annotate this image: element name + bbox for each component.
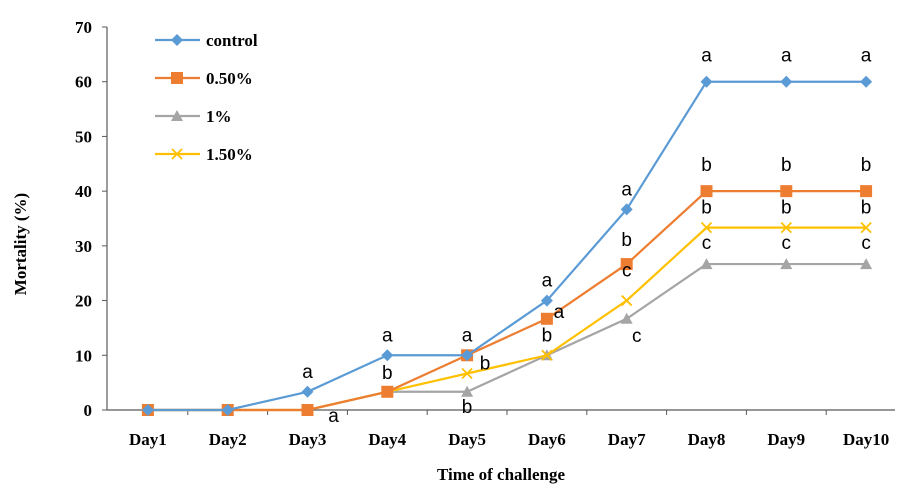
data-point [860, 222, 872, 234]
data-point [620, 312, 633, 324]
y-tick-label: 10 [75, 346, 92, 365]
data-point [301, 404, 314, 416]
significance-letter: b [861, 198, 872, 219]
significance-letter: a [328, 406, 339, 427]
data-point [620, 203, 633, 216]
data-point [780, 185, 793, 198]
data-point [700, 185, 713, 198]
x-tick-label: Day10 [843, 430, 889, 449]
y-tick-label: 40 [75, 182, 92, 201]
data-point [461, 385, 474, 397]
x-tick-label: Day7 [608, 430, 646, 449]
legend: control 0.50% 1% 1.50% [155, 31, 258, 164]
significance-letter: c [622, 261, 632, 282]
series-line [147, 80, 867, 412]
data-point [221, 404, 234, 416]
significance-letter: b [701, 155, 712, 176]
data-point [381, 385, 394, 398]
x-tick-label: Day1 [129, 430, 167, 449]
data-point [700, 222, 713, 234]
data-point [381, 349, 394, 362]
series-4 [142, 222, 872, 416]
data-point [541, 349, 553, 361]
x-tick-label: Day5 [448, 430, 486, 449]
x-axis-label: Time of challenge [437, 465, 566, 484]
data-point [780, 222, 792, 234]
x-tick-label: Day2 [209, 430, 247, 449]
significance-letter: b [781, 198, 792, 219]
data-point [141, 404, 154, 416]
x-tick-label: Day6 [528, 430, 566, 449]
axis-ticks: 0 10 20 30 40 50 60 70 Day1 Day2 Day3 Day4 Day5 Day6 D… [75, 18, 889, 449]
data-point [700, 75, 713, 88]
y-tick-label: 20 [75, 292, 92, 311]
significance-letter: b [701, 198, 712, 219]
legend-label: 0.50% [206, 69, 253, 88]
x-tick-label: Day8 [688, 430, 726, 449]
data-point [461, 367, 473, 380]
significance-letter: b [382, 363, 393, 384]
significance-letter: c [632, 326, 642, 347]
significance-letter: b [861, 155, 872, 176]
data-point [860, 258, 873, 270]
data-point [540, 294, 553, 307]
data-point [700, 258, 713, 270]
data-point [780, 75, 793, 88]
legend-marker [171, 110, 183, 121]
significance-letter: a [382, 325, 393, 346]
data-point [860, 185, 873, 198]
data-point [620, 258, 633, 271]
y-tick-label: 70 [75, 18, 92, 37]
series-layer [141, 75, 873, 416]
significance-letter: b [781, 155, 792, 176]
y-tick-label: 60 [75, 73, 92, 92]
significance-letter: c [782, 233, 792, 254]
data-point [301, 385, 314, 398]
series-line [147, 226, 867, 412]
significance-letter: a [621, 179, 632, 200]
x-tick-label: Day3 [289, 430, 327, 449]
significance-letter: a [861, 46, 872, 67]
series-1 [141, 75, 873, 416]
legend-item: 1% [155, 107, 232, 126]
significance-letter: b [480, 354, 491, 375]
y-axis-label: Mortality (%) [11, 193, 30, 295]
significance-letter: a [302, 362, 313, 383]
significance-letter: a [701, 46, 712, 67]
legend-label: control [206, 31, 258, 50]
significance-letter: a [781, 46, 792, 67]
data-point [540, 312, 553, 325]
legend-item: 0.50% [155, 69, 253, 88]
significance-letter: a [462, 325, 473, 346]
significance-letter: c [702, 233, 712, 254]
data-point [621, 294, 633, 307]
series-2 [141, 185, 873, 416]
legend-item: 1.50% [155, 145, 253, 164]
data-point [461, 349, 474, 362]
legend-item: control [155, 31, 258, 50]
legend-marker [171, 34, 183, 46]
x-tick-label: Day4 [368, 430, 406, 449]
legend-label: 1% [206, 107, 232, 126]
significance-letter: c [861, 233, 871, 254]
legend-marker [171, 148, 183, 160]
data-point [860, 75, 873, 88]
y-tick-label: 50 [75, 127, 92, 146]
significance-letter: a [542, 271, 553, 292]
legend-label: 1.50% [206, 145, 253, 164]
data-point [780, 258, 793, 270]
y-tick-label: 30 [75, 237, 92, 256]
series-line [147, 190, 867, 412]
significance-letter: b [542, 325, 553, 346]
significance-letter: b [462, 397, 473, 418]
significance-letter: b [621, 230, 632, 251]
legend-marker [171, 72, 183, 84]
y-tick-label: 0 [84, 401, 93, 420]
significance-letter: a [554, 302, 565, 323]
x-tick-label: Day9 [767, 430, 805, 449]
